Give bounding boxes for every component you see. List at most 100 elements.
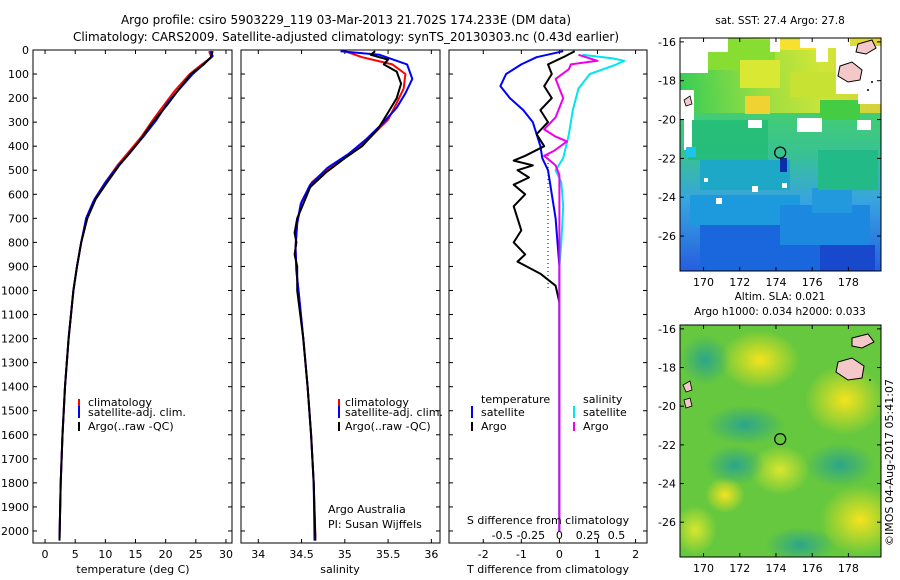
x-tick-label: 2 [632, 548, 639, 561]
lat-tick-label: -20 [658, 114, 676, 127]
x-tick-label: 35.5 [376, 548, 401, 561]
lon-tick-label: 174 [765, 562, 786, 575]
depth-tick-label: 500 [8, 164, 29, 177]
lon-tick-label: 178 [838, 562, 859, 575]
legend-satellite-label: satellite-adj. clim. [88, 406, 186, 419]
depth-tick-label: 100 [8, 68, 29, 81]
depth-tick-label: 600 [8, 188, 29, 201]
temperature-plot-frame [32, 49, 233, 544]
lat-tick-label: -18 [658, 75, 676, 88]
x-tick-label: 0 [42, 548, 49, 561]
sla-map-frame [679, 324, 882, 558]
legend-s-satellite-label: satellite [583, 406, 627, 419]
difference-s-satellite-line [554, 53, 626, 531]
x-tick-label: 20 [159, 548, 173, 561]
legend-t-argo-label: Argo [481, 420, 507, 433]
x-tick-label: -1 [516, 548, 527, 561]
x-tick-label: 35 [338, 548, 352, 561]
difference-s-argo-line [543, 53, 599, 531]
temperature-panel: 0100200300400500600700800900100011001200… [1, 44, 233, 576]
imos-timestamp: ©IMOS 04-Aug-2017 05:41:07 [883, 379, 896, 546]
salinity-panel: 34 34.5 35 35.5 36 climatology satellite-adj… [240, 49, 443, 576]
lon-tick-label: 172 [729, 276, 750, 289]
lat-tick-label: -22 [658, 152, 676, 165]
x-tick-label: -2 [478, 548, 489, 561]
depth-tick-label: 1200 [1, 333, 29, 346]
legend-climatology-label: climatology [88, 396, 152, 409]
depth-tick-label: 1500 [1, 405, 29, 418]
depth-tick-label: 200 [8, 92, 29, 105]
lat-tick-label: -26 [658, 230, 676, 243]
difference-legend: temperature salinity satellite Argo sate… [471, 393, 627, 433]
depth-tick-label: 1100 [1, 309, 29, 322]
sst-map-title: sat. SST: 27.4 Argo: 27.8 [715, 15, 845, 27]
t-difference-axis-label: T difference from climatology [466, 563, 629, 576]
x-tick-label: 34 [251, 548, 265, 561]
sla-map: Altim. SLA: 0.021 Argo h1000: 0.034 h200… [658, 291, 882, 575]
difference-t-satellite-line [499, 50, 564, 531]
s-difference-axis-label: S difference from climatology [467, 514, 630, 527]
salinity-plot-frame [240, 49, 441, 544]
legend-t-satellite-label: satellite [481, 406, 525, 419]
lat-tick-label: -16 [658, 36, 676, 49]
figure-title-line1: Argo profile: csiro 5903229_119 03-Mar-2… [121, 13, 571, 27]
depth-tick-label: 1800 [1, 477, 29, 490]
x-tick-label: 10 [98, 548, 112, 561]
lat-tick-label: -24 [658, 478, 676, 491]
temperature-axis-label: temperature (deg C) [76, 563, 189, 576]
argo-float-location-marker [774, 146, 787, 159]
depth-tick-label: 700 [8, 212, 29, 225]
sst-map: sat. SST: 27.4 Argo: 27.8 [658, 15, 882, 289]
figure-title-line2: Climatology: CARS2009. Satellite-adjuste… [73, 30, 619, 44]
legend-satellite-label: satellite-adj. clim. [345, 406, 443, 419]
pi-annotation: PI: Susan Wijffels [328, 518, 422, 531]
depth-tick-label: 1600 [1, 429, 29, 442]
lat-tick-label: -26 [658, 516, 676, 529]
lat-tick-label: -24 [658, 191, 676, 204]
lon-tick-label: 174 [765, 276, 786, 289]
lon-tick-label: 172 [729, 562, 750, 575]
legend-temperature-heading: temperature [481, 393, 550, 406]
lon-tick-label: 176 [802, 562, 823, 575]
lon-tick-label: 178 [838, 276, 859, 289]
depth-tick-label: 300 [8, 116, 29, 129]
lat-tick-label: -20 [658, 400, 676, 413]
s-diff-tick-label: -0.5 [492, 529, 513, 542]
salinity-legend: climatology satellite-adj. clim. Argo(..… [338, 396, 443, 433]
temperature-legend: climatology satellite-adj. clim. Argo(..… [78, 396, 186, 433]
lon-tick-label: 176 [802, 276, 823, 289]
s-diff-tick-label: 0.25 [576, 529, 601, 542]
depth-tick-label: 1400 [1, 381, 29, 394]
depth-tick-label: 800 [8, 236, 29, 249]
x-tick-label: 30 [219, 548, 233, 561]
legend-argo-label: Argo(..raw -QC) [345, 420, 431, 433]
argo-float-location-marker [774, 433, 787, 446]
difference-panel: -2 -1 0 1 2 -0.5 -0.25 0 0.25 0.5 temperature sal… [448, 49, 648, 576]
lon-tick-label: 170 [693, 562, 714, 575]
depth-tick-label: 400 [8, 140, 29, 153]
legend-salinity-heading: salinity [583, 393, 623, 406]
legend-s-argo-label: Argo [583, 420, 609, 433]
sla-field [680, 325, 881, 557]
x-tick-label: 1 [594, 548, 601, 561]
argo-australia-annotation: Argo Australia [328, 503, 406, 516]
temperature-argo-line [58, 50, 214, 541]
salinity-argo-line [293, 50, 403, 541]
depth-tick-label: 0 [22, 44, 29, 57]
s-diff-tick-label: 0 [556, 529, 563, 542]
lat-tick-label: -16 [658, 323, 676, 336]
x-tick-label: 36 [424, 548, 438, 561]
depth-tick-label: 2000 [1, 525, 29, 538]
depth-tick-label: 1300 [1, 357, 29, 370]
s-diff-tick-label: 0.5 [608, 529, 626, 542]
lon-tick-label: 170 [693, 276, 714, 289]
sla-map-title-line2: Argo h1000: 0.034 h2000: 0.033 [694, 306, 866, 318]
sst-map-frame [679, 37, 882, 272]
legend-argo-label: Argo(..raw -QC) [88, 420, 174, 433]
sst-field [680, 38, 881, 271]
lat-tick-label: -22 [658, 439, 676, 452]
depth-tick-label: 900 [8, 260, 29, 273]
x-tick-label: 0 [556, 548, 563, 561]
legend-climatology-label: climatology [345, 396, 409, 409]
